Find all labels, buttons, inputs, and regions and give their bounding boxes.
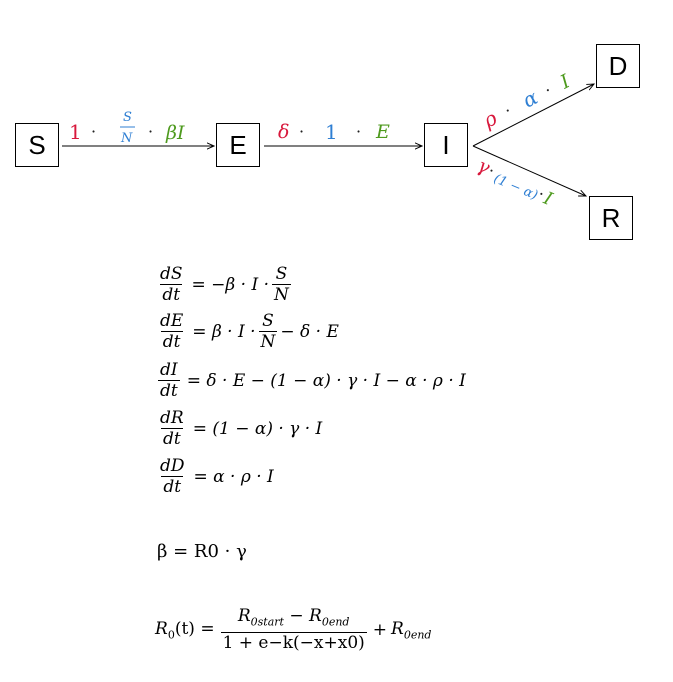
node-s: S bbox=[15, 123, 59, 167]
edge-e-i-dot-1: · bbox=[299, 122, 304, 141]
equation-de-dt: dE dt = β · I · S N − δ · E bbox=[155, 311, 339, 352]
lhs-numerator: dS bbox=[160, 264, 183, 284]
r0-tail: R0end bbox=[391, 618, 432, 641]
edge-s-e-dot-1: · bbox=[91, 122, 96, 141]
edge-i-d-coef-1: ρ bbox=[478, 106, 500, 133]
node-e: E bbox=[216, 123, 260, 167]
edge-e-i-dot-2: · bbox=[356, 122, 361, 141]
r0-fraction: R0start − R0end 1 + e−k(−x+x0) bbox=[220, 606, 367, 654]
edge-s-e-dot-2: · bbox=[148, 122, 153, 141]
rhs-numerator: S bbox=[262, 311, 274, 331]
rhs-part-a: = β · I · bbox=[192, 321, 256, 342]
beta-equation: β = R0 · γ bbox=[157, 541, 247, 562]
arrow-i-to-d bbox=[472, 84, 594, 147]
lhs-fraction: dR dt bbox=[158, 408, 186, 449]
r0-numerator: R0start − R0end bbox=[237, 606, 350, 629]
equation-ds-dt: dS dt = −β · I · S N bbox=[155, 264, 294, 305]
edge-i-d-coef-3: I bbox=[556, 70, 574, 94]
lhs-fraction: dE dt bbox=[158, 311, 185, 352]
lhs-denominator: dt bbox=[161, 476, 184, 497]
rhs-denominator: N bbox=[272, 284, 291, 305]
edge-i-d-dot-2: · bbox=[541, 81, 554, 100]
rhs-part-a: = −β · I · bbox=[191, 274, 269, 295]
r0-denominator: 1 + e−k(−x+x0) bbox=[220, 632, 367, 654]
rhs: = α · ρ · I bbox=[193, 466, 274, 487]
edge-s-e-coef-3: βI bbox=[165, 122, 185, 144]
r0-equation: R0(t) = R0start − R0end 1 + e−k(−x+x0) +… bbox=[155, 606, 431, 653]
lhs-numerator: dI bbox=[160, 360, 178, 380]
lhs-denominator: dt bbox=[160, 331, 183, 352]
lhs-fraction: dD dt bbox=[158, 456, 187, 497]
lhs-numerator: dE bbox=[160, 311, 184, 331]
equation-dr-dt: dR dt = (1 − α) · γ · I bbox=[155, 408, 322, 449]
lhs-denominator: dt bbox=[158, 380, 180, 401]
edge-e-i-coef-2: 1 bbox=[325, 120, 338, 144]
rhs-fraction: S N bbox=[272, 264, 291, 305]
node-d: D bbox=[596, 44, 640, 88]
lhs-denominator: dt bbox=[160, 284, 183, 305]
node-i: I bbox=[424, 123, 468, 167]
rhs-fraction: S N bbox=[258, 311, 278, 352]
edge-s-e-coef-1: 1 bbox=[69, 120, 82, 144]
lhs-numerator: dR bbox=[160, 408, 184, 428]
edge-s-e-frac-den: N bbox=[120, 131, 133, 146]
rhs-denominator: N bbox=[258, 331, 278, 352]
equation-di-dt: dI dt = δ · E − (1 − α) · γ · I − α · ρ … bbox=[155, 360, 466, 401]
rhs-numerator: S bbox=[275, 264, 288, 284]
lhs-fraction: dS dt bbox=[158, 264, 185, 305]
edge-s-e-frac-num: S bbox=[123, 110, 132, 125]
r0-lhs: R0(t) = bbox=[155, 618, 215, 641]
flow-diagram: 1 · S N · βI δ · 1 · E ρ · α · I γ · (1 … bbox=[62, 70, 673, 210]
edge-i-d-dot-1: · bbox=[501, 101, 514, 120]
lhs-fraction: dI dt bbox=[158, 360, 180, 401]
equation-dd-dt: dD dt = α · ρ · I bbox=[155, 456, 274, 497]
edge-i-d-coef-2: α bbox=[519, 85, 542, 113]
rhs: = (1 − α) · γ · I bbox=[192, 418, 323, 439]
edge-e-i-coef-3: E bbox=[375, 121, 390, 143]
edge-i-r-coef-2: (1 − α) bbox=[491, 171, 540, 203]
node-r: R bbox=[589, 196, 633, 240]
lhs-denominator: dt bbox=[160, 428, 183, 449]
arrow-i-to-r bbox=[472, 145, 586, 196]
rhs: = δ · E − (1 − α) · γ · I − α · ρ · I bbox=[186, 370, 466, 391]
edge-e-i-coef-1: δ bbox=[278, 121, 289, 143]
rhs-part-b: − δ · E bbox=[280, 321, 339, 342]
r0-plus: + bbox=[372, 619, 388, 640]
lhs-numerator: dD bbox=[160, 456, 185, 476]
